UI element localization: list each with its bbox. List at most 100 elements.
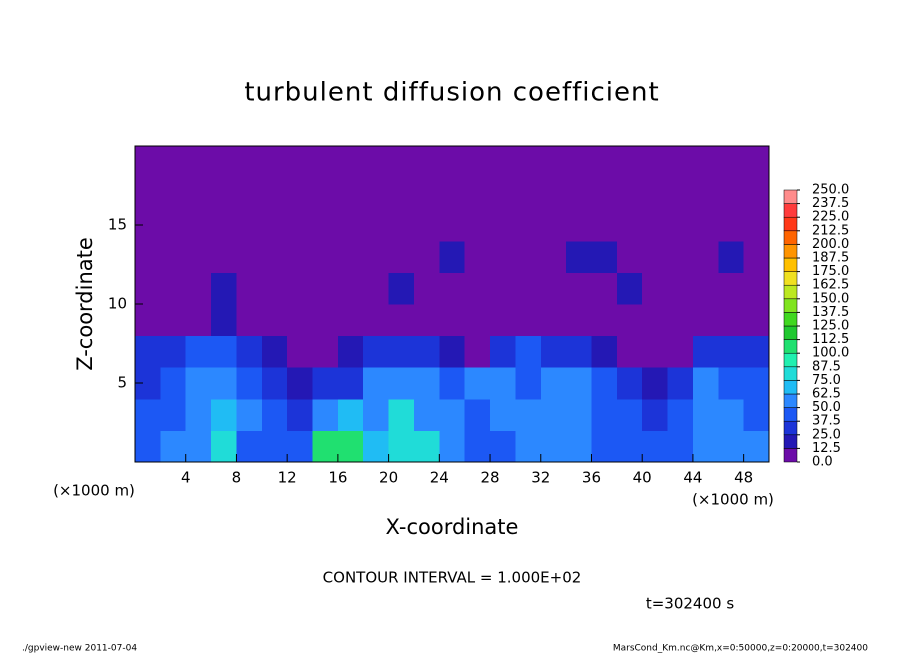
- heat-cell: [185, 240, 212, 273]
- heat-cell: [160, 209, 187, 242]
- heat-cell: [743, 272, 770, 305]
- heat-cell: [211, 304, 237, 337]
- y-tick-label: 10: [108, 295, 127, 313]
- heat-cell: [287, 367, 314, 400]
- heatmap-cells: [135, 146, 770, 463]
- x-tick-label: 24: [430, 469, 449, 487]
- heat-cell: [515, 209, 542, 242]
- heat-cell: [211, 177, 237, 210]
- heat-cell: [718, 335, 745, 368]
- heat-cell: [692, 240, 719, 273]
- heat-cell: [692, 272, 719, 305]
- heat-cell: [642, 177, 669, 210]
- colorbar-label: 250.0: [812, 183, 849, 198]
- heat-cell: [211, 335, 237, 368]
- colorbar-label: 162.5: [812, 278, 849, 293]
- heat-cell: [616, 304, 643, 337]
- heat-cell: [566, 146, 592, 179]
- heat-cell: [667, 398, 694, 431]
- heat-cell: [540, 240, 567, 273]
- heat-cell: [261, 240, 288, 273]
- heat-cell: [135, 272, 161, 305]
- heat-cell: [718, 240, 745, 273]
- heat-cell: [312, 398, 339, 431]
- heat-cell: [135, 240, 161, 273]
- heat-cell: [464, 146, 491, 179]
- heat-cell: [363, 146, 390, 179]
- heat-cell: [388, 240, 415, 273]
- heat-cell: [490, 272, 516, 305]
- heat-cell: [261, 272, 288, 305]
- colorbar-label: 212.5: [812, 223, 849, 238]
- heat-cell: [337, 272, 364, 305]
- x-tick-label: 36: [582, 469, 601, 487]
- heat-cell: [363, 209, 390, 242]
- heat-cell: [287, 240, 314, 273]
- colorbar-label: 237.5: [812, 196, 849, 211]
- heat-cell: [642, 304, 669, 337]
- x-tick-label: 28: [480, 469, 499, 487]
- heat-cell: [337, 146, 364, 179]
- heat-cell: [616, 240, 643, 273]
- heat-cell: [287, 146, 314, 179]
- heat-cell: [566, 335, 592, 368]
- colorbar-label: 12.5: [812, 441, 841, 456]
- heat-cell: [515, 177, 542, 210]
- x-unit: (×1000 m): [692, 491, 774, 509]
- heat-cell: [160, 177, 187, 210]
- heat-cell: [135, 304, 161, 337]
- heat-cell: [667, 146, 694, 179]
- heat-cell: [591, 146, 618, 179]
- colorbar-swatch: [783, 366, 798, 381]
- colorbar-swatch: [783, 380, 798, 395]
- heat-cell: [160, 430, 187, 463]
- heat-cell: [312, 335, 339, 368]
- heat-cell: [692, 209, 719, 242]
- colorbar-swatch: [783, 325, 798, 340]
- y-axis-title: Z-coordinate: [73, 237, 97, 371]
- heat-cell: [185, 398, 212, 431]
- colorbar-swatch: [783, 189, 798, 204]
- heat-cell: [718, 272, 745, 305]
- heat-cell: [540, 430, 567, 463]
- heat-cell: [642, 398, 669, 431]
- heat-cell: [236, 177, 263, 210]
- heat-cell: [135, 335, 161, 368]
- x-tick-label: 44: [683, 469, 702, 487]
- heat-cell: [185, 335, 212, 368]
- heat-cell: [363, 335, 390, 368]
- heat-cell: [135, 398, 161, 431]
- heat-cell: [160, 304, 187, 337]
- heat-cell: [388, 146, 415, 179]
- heat-cell: [261, 430, 288, 463]
- heat-cell: [591, 304, 618, 337]
- colorbar-swatch: [783, 257, 798, 272]
- colorbar-label: 100.0: [812, 346, 849, 361]
- heat-cell: [515, 304, 542, 337]
- heat-cell: [566, 398, 592, 431]
- heat-cell: [642, 367, 669, 400]
- x-tick-label: 48: [734, 469, 753, 487]
- y-tick-label: 5: [117, 374, 127, 392]
- heat-cell: [743, 146, 770, 179]
- heat-cell: [743, 240, 770, 273]
- heat-cell: [616, 272, 643, 305]
- heat-cell: [490, 209, 516, 242]
- heat-cell: [743, 398, 770, 431]
- heat-cell: [312, 240, 339, 273]
- heat-cell: [743, 177, 770, 210]
- colorbar-swatch: [783, 420, 798, 436]
- colorbar-swatch: [783, 284, 798, 300]
- colorbar-swatch: [783, 203, 798, 218]
- heat-cell: [642, 209, 669, 242]
- heat-cell: [566, 367, 592, 400]
- heat-cell: [236, 240, 263, 273]
- colorbar-label: 187.5: [812, 251, 849, 266]
- colorbar-label: 125.0: [812, 319, 849, 334]
- heat-cell: [337, 304, 364, 337]
- heat-cell: [591, 177, 618, 210]
- heat-cell: [464, 430, 491, 463]
- heat-cell: [464, 272, 491, 305]
- heat-cell: [667, 430, 694, 463]
- heat-cell: [160, 272, 187, 305]
